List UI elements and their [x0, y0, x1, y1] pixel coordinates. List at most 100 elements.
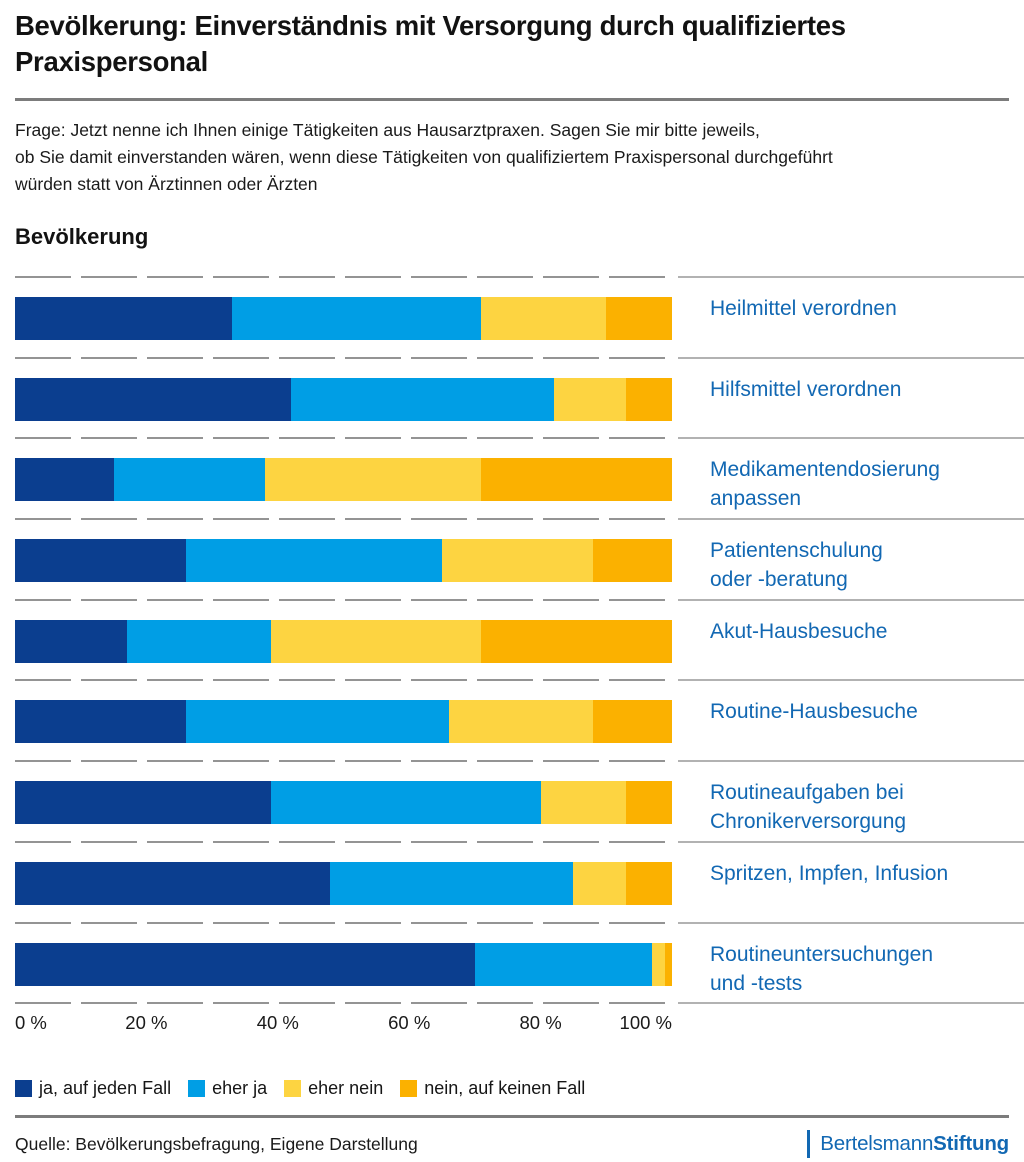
bertelsmann-stiftung-logo: BertelsmannStiftung [807, 1130, 1009, 1159]
bar-segment-ja-auf-jeden-fall [15, 297, 232, 340]
category-label: Medikamentendosierung anpassen [710, 458, 940, 511]
label-area: Routineaufgaben bei Chronikerversorgung [672, 760, 1024, 841]
bar-segment-ja-auf-jeden-fall [15, 861, 331, 905]
x-axis-tick-label: 60 % [388, 1012, 431, 1034]
bar-segment-eher-ja [185, 700, 449, 744]
label-area: Heilmittel verordnen [672, 276, 1024, 357]
legend-label: eher nein [308, 1078, 384, 1099]
label-area: Patientenschulung oder -beratung [672, 518, 1024, 599]
row-separator-dashed [15, 760, 672, 763]
chart-row: Heilmittel verordnen [15, 276, 1024, 357]
row-separator-dashed [15, 598, 672, 601]
logo-part-bold: Stiftung [933, 1132, 1009, 1156]
row-separator-dashed [15, 840, 672, 843]
legend-item-eher-ja: eher ja [188, 1078, 267, 1099]
legend-item-ja-auf-jeden-fall: ja, auf jeden Fall [15, 1078, 171, 1099]
chart-bottom-separator [15, 1002, 1024, 1005]
row-separator-solid [678, 356, 1024, 359]
bar-segment-eher-nein [271, 619, 482, 663]
logo-text: BertelsmannStiftung [820, 1132, 1009, 1156]
stacked-bar-chart: Heilmittel verordnen Hilfsmittel verordne… [15, 276, 1024, 1005]
row-separator-dashed [15, 437, 672, 440]
source-text: Quelle: Bevölkerungsbefragung, Eigene Da… [15, 1133, 418, 1154]
legend-swatch-icon [188, 1080, 206, 1098]
row-separator-solid [678, 1002, 1024, 1005]
bar-segment-eher-ja [290, 377, 554, 421]
stacked-bar-routine-hausbesuche [15, 700, 672, 744]
row-separator-solid [678, 276, 1024, 278]
bar-segment-nein-auf-keinen-fall [481, 458, 672, 502]
bar-segment-eher-ja [330, 861, 574, 905]
chart-row: Patientenschulung oder -beratung [15, 518, 1024, 599]
label-area: Routineuntersuchungen und -tests [672, 921, 1024, 1003]
row-separator-solid [678, 921, 1024, 924]
section-heading: Bevölkerung [15, 224, 149, 249]
footer-divider [15, 1115, 1009, 1119]
x-axis-tick-label: 100 % [619, 1012, 672, 1034]
bar-area [15, 518, 672, 599]
bar-area [15, 437, 672, 518]
bar-area [15, 840, 672, 922]
label-area: Routine-Hausbesuche [672, 679, 1024, 760]
category-label: Spritzen, Impfen, Infusion [710, 861, 949, 885]
category-label: Heilmittel verordnen [710, 297, 897, 320]
title-divider [15, 98, 1009, 101]
x-axis-tick-label: 80 % [519, 1012, 562, 1034]
x-axis-tick-label: 0 % [15, 1012, 47, 1034]
stacked-bar-hilfsmittel-verordnen [15, 377, 672, 421]
category-label: Hilfsmittel verordnen [710, 377, 902, 401]
chart-row: Routine-Hausbesuche [15, 679, 1024, 760]
bar-segment-eher-ja [271, 781, 541, 825]
logo-part-regular: Bertelsmann [820, 1132, 934, 1156]
row-separator-solid [678, 840, 1024, 843]
x-axis-tick-label: 20 % [125, 1012, 168, 1034]
bar-segment-nein-auf-keinen-fall [626, 377, 672, 421]
bar-segment-ja-auf-jeden-fall [15, 539, 186, 583]
label-area: Medikamentendosierung anpassen [672, 437, 1024, 518]
chart-row: Routineaufgaben bei Chronikerversorgung [15, 760, 1024, 841]
survey-question-text: Frage: Jetzt nenne ich Ihnen einige Täti… [15, 120, 833, 194]
legend-swatch-icon [15, 1080, 32, 1098]
bar-segment-nein-auf-keinen-fall [606, 297, 672, 340]
bar-segment-eher-nein [481, 297, 607, 340]
stacked-bar-heilmittel-verordnen [15, 297, 672, 340]
bar-segment-eher-nein [553, 377, 626, 421]
row-separator-dashed [15, 276, 672, 278]
bar-segment-ja-auf-jeden-fall [15, 700, 186, 744]
logo-vertical-bar-icon [807, 1130, 811, 1159]
chart-row: Medikamentendosierung anpassen [15, 437, 1024, 518]
legend-label: eher ja [212, 1078, 268, 1099]
bar-segment-nein-auf-keinen-fall [625, 861, 672, 905]
bar-segment-eher-ja [185, 539, 443, 583]
bar-segment-nein-auf-keinen-fall [593, 700, 672, 744]
chart-row: Spritzen, Impfen, Infusion [15, 840, 1024, 922]
bar-segment-ja-auf-jeden-fall [15, 377, 291, 421]
row-separator-solid [678, 679, 1024, 682]
label-area: Spritzen, Impfen, Infusion [672, 840, 1024, 922]
bar-segment-eher-nein [264, 458, 482, 502]
legend-label: nein, auf keinen Fall [424, 1078, 586, 1099]
row-separator-dashed [15, 356, 672, 359]
legend-item-eher-nein: eher nein [284, 1078, 383, 1099]
bar-segment-eher-nein [540, 781, 626, 825]
bar-segment-eher-ja [474, 942, 653, 986]
bar-segment-eher-ja [231, 297, 482, 340]
bar-segment-eher-ja [126, 619, 272, 663]
bar-area [15, 276, 672, 357]
stacked-bar-routineaufgaben-bei [15, 781, 672, 825]
page-title: Bevölkerung: Einverständnis mit Versorgu… [15, 10, 846, 77]
bar-segment-ja-auf-jeden-fall [15, 458, 114, 502]
category-label: Routine-Hausbesuche [710, 700, 918, 724]
x-axis: 0 % 20 % 40 % 60 % 80 % 100 % [15, 1004, 672, 1036]
stacked-bar-akut-hausbesuche [15, 619, 672, 663]
bar-segment-ja-auf-jeden-fall [15, 781, 272, 825]
bar-segment-eher-nein [573, 861, 626, 905]
category-label: Routineaufgaben bei Chronikerversorgung [710, 781, 907, 834]
bar-segment-eher-nein [448, 700, 594, 744]
category-label: Akut-Hausbesuche [710, 619, 888, 643]
chart-row: Akut-Hausbesuche [15, 598, 1024, 680]
label-area: Hilfsmittel verordnen [672, 356, 1024, 438]
legend-swatch-icon [400, 1080, 418, 1098]
bar-segment-ja-auf-jeden-fall [15, 619, 127, 663]
